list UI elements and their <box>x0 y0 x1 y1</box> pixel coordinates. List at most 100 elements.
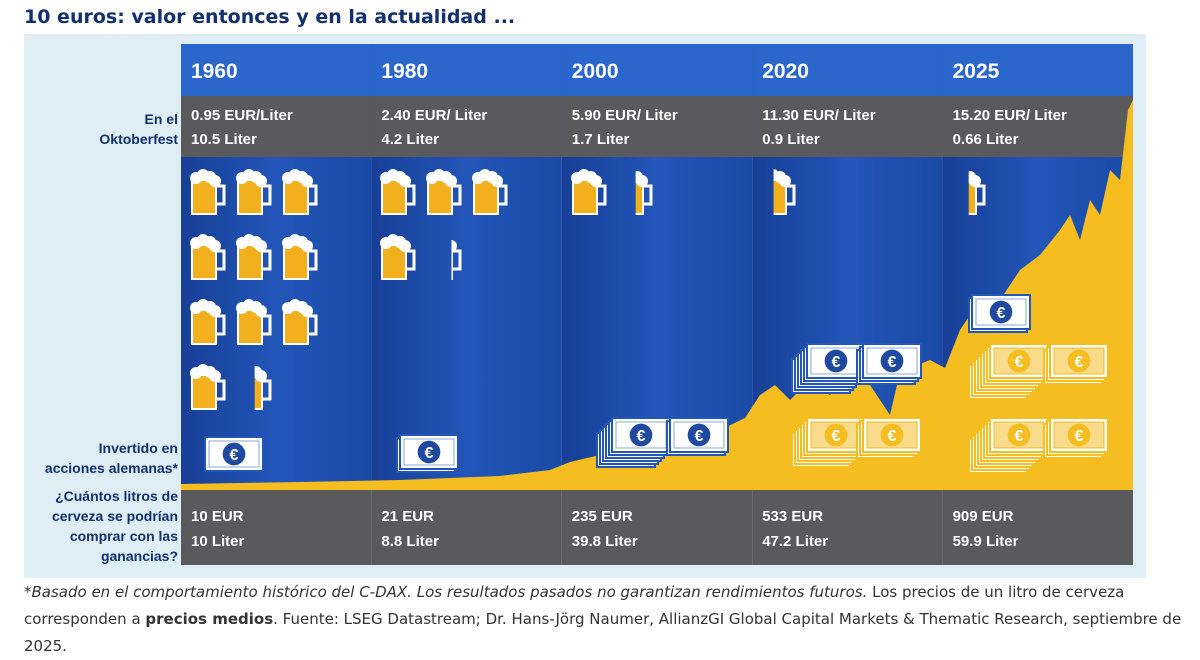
liters: 0.9 Liter <box>762 131 820 148</box>
euro <box>1067 423 1091 447</box>
year: 2020 <box>762 60 809 83</box>
mug-handle <box>643 184 653 206</box>
beer-mug-icon <box>282 234 318 280</box>
euro-sign: € <box>832 354 841 371</box>
foam <box>636 175 648 187</box>
year: 1980 <box>381 60 428 83</box>
banknote-icon: € <box>204 436 264 472</box>
banknote-icon: € <box>862 417 922 453</box>
mug-handle <box>262 249 272 271</box>
mug-handle <box>976 184 986 206</box>
gain-liters: 8.8 Liter <box>381 533 439 550</box>
mug <box>635 171 653 215</box>
year: 2025 <box>953 60 1000 83</box>
foam <box>255 175 267 187</box>
euro <box>1007 423 1031 447</box>
beer-mug-icon <box>635 171 653 215</box>
beer-mug-icon <box>451 239 462 280</box>
euro <box>989 300 1013 324</box>
euro-sign: € <box>1075 354 1084 371</box>
price: 5.90 EUR/ Liter <box>572 107 678 124</box>
banknote-icon: € <box>806 343 866 379</box>
euro <box>1067 349 1091 373</box>
foam <box>301 240 313 252</box>
gain: 235 EUR <box>572 508 633 525</box>
euro-sign: € <box>997 305 1006 322</box>
row-label: ganancias? <box>101 548 178 564</box>
mug-handle <box>786 184 796 206</box>
mug-handle <box>597 184 607 206</box>
mug-handle <box>308 184 318 206</box>
footnote-italic: *Basado en el comportamiento histórico d… <box>24 583 868 601</box>
banknote-icon: € <box>989 417 1049 453</box>
year: 2000 <box>572 60 619 83</box>
mug <box>190 169 226 215</box>
mug-handle <box>452 184 462 206</box>
mug-body <box>254 374 263 410</box>
foam <box>255 305 267 317</box>
mug <box>190 299 226 345</box>
gain-liters: 47.2 Liter <box>762 533 828 550</box>
header-band <box>181 44 372 96</box>
beer-mug-icon <box>282 169 318 215</box>
euro-sign: € <box>637 428 646 445</box>
beer-mug-icon <box>254 366 272 410</box>
gain-liters: 10 Liter <box>191 533 245 550</box>
gain: 10 EUR <box>191 508 244 525</box>
euro <box>417 440 441 464</box>
beer-mug-icon <box>236 169 272 215</box>
euro-sign: € <box>695 428 704 445</box>
banknote-icon: € <box>1049 343 1109 379</box>
gain-band <box>942 490 1133 565</box>
euro <box>629 423 653 447</box>
foam <box>301 175 313 187</box>
mug <box>236 299 272 345</box>
banknote-icon: € <box>611 417 671 453</box>
mug-handle <box>216 379 226 401</box>
gain-band <box>181 490 372 565</box>
euro <box>222 442 246 466</box>
euro-sign: € <box>230 447 239 464</box>
liters: 10.5 Liter <box>191 131 257 148</box>
foam <box>255 240 267 252</box>
gain-band <box>752 490 943 565</box>
mug-handle <box>216 184 226 206</box>
mug-handle <box>452 249 462 271</box>
liters: 4.2 Liter <box>381 131 439 148</box>
header-band <box>942 44 1133 96</box>
mug-handle <box>406 249 416 271</box>
mug-handle <box>308 249 318 271</box>
mug <box>190 234 226 280</box>
foam <box>209 175 221 187</box>
footnote-text: Los precios de un litro de cerveza corre… <box>24 583 1125 628</box>
beer-mug-icon <box>426 169 462 215</box>
price-band <box>752 96 943 157</box>
price: 2.40 EUR/ Liter <box>381 107 487 124</box>
euro-sign: € <box>1015 354 1024 371</box>
foam <box>209 305 221 317</box>
mug <box>236 169 272 215</box>
euro <box>687 423 711 447</box>
mug-body <box>451 244 453 280</box>
foam <box>209 240 221 252</box>
beer-mug-icon <box>190 299 226 345</box>
row-label: En el <box>145 111 178 127</box>
beer-mug-icon <box>190 169 226 215</box>
footnote-bold: precios medios <box>145 610 274 628</box>
mug-body <box>635 179 644 215</box>
mug-handle <box>308 314 318 336</box>
gain: 909 EUR <box>953 508 1014 525</box>
gain-liters: 59.9 Liter <box>953 533 1019 550</box>
beer-mug-icon <box>380 169 416 215</box>
banknote-icon: € <box>806 417 866 453</box>
euro-sign: € <box>1075 428 1084 445</box>
row-label: cerveza se podrían <box>52 508 178 524</box>
header-band <box>371 44 562 96</box>
banknote-icon: € <box>669 417 729 453</box>
gain: 533 EUR <box>762 508 823 525</box>
mug-handle <box>262 379 272 401</box>
year: 1960 <box>191 60 238 83</box>
mug-handle <box>216 314 226 336</box>
mug-body <box>191 179 217 215</box>
gain-band <box>561 490 753 565</box>
